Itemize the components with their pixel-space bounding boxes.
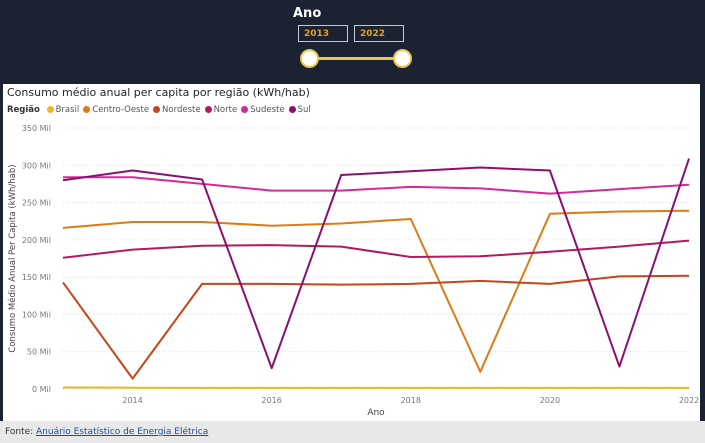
legend-marker-icon <box>204 106 212 113</box>
year-slider-track[interactable] <box>308 57 402 60</box>
x-tick-label: 2014 <box>122 396 142 405</box>
legend-label: Centro-Oeste <box>92 105 150 115</box>
legend-item-norte[interactable]: Norte <box>204 105 238 115</box>
y-tick-label: 0 Mil <box>32 385 51 394</box>
x-tick-label: 2020 <box>540 396 560 405</box>
legend-item-nordeste[interactable]: Nordeste <box>153 105 201 115</box>
slider-handle-end[interactable] <box>393 49 412 68</box>
series-line-sul <box>62 158 690 370</box>
legend-marker-icon <box>46 106 54 113</box>
y-tick-label: 200 Mil <box>22 236 51 245</box>
legend-marker-icon <box>241 106 249 113</box>
legend-title: Região <box>7 105 40 115</box>
slider-handle-start[interactable] <box>300 49 319 68</box>
legend-label: Sudeste <box>250 105 285 115</box>
footer-label: Fonte: <box>5 427 34 437</box>
x-tick-label: 2016 <box>261 396 281 405</box>
chart-legend: Região Brasil Centro-Oeste Nordeste Norte Su… <box>7 105 315 115</box>
x-tick-label: 2022 <box>679 396 699 405</box>
footer: Fonte: Anuário Estatístico de Energia El… <box>0 421 705 443</box>
legend-item-brasil[interactable]: Brasil <box>46 105 80 115</box>
legend-item-centro-oeste[interactable]: Centro-Oeste <box>83 105 149 115</box>
series-line-centro-oeste <box>62 209 690 373</box>
y-axis-label: Consumo Médio Anual Per Capita (kWh/hab) <box>7 164 18 352</box>
series-line-nordeste <box>62 274 690 380</box>
y-tick-label: 250 Mil <box>22 199 51 208</box>
x-axis-label: Ano <box>367 408 385 418</box>
end-year-input[interactable]: 2022 <box>354 25 404 42</box>
series-line-norte <box>62 239 690 259</box>
slicer-title: Ano <box>293 6 322 21</box>
legend-marker-icon <box>288 106 296 113</box>
legend-label: Norte <box>213 105 238 115</box>
y-tick-label: 100 Mil <box>22 310 51 319</box>
start-year-input[interactable]: 2013 <box>298 25 348 42</box>
y-tick-label: 50 Mil <box>27 348 51 357</box>
legend-label: Brasil <box>55 105 80 115</box>
x-tick-label: 2018 <box>401 396 421 405</box>
y-tick-label: 350 Mil <box>22 124 51 133</box>
legend-item-sudeste[interactable]: Sudeste <box>241 105 285 115</box>
legend-item-sul[interactable]: Sul <box>288 105 311 115</box>
chart-panel: Consumo médio anual per capita por regiã… <box>3 84 700 421</box>
source-link[interactable]: Anuário Estatístico de Energia Elétrica <box>36 427 209 437</box>
legend-marker-icon <box>153 106 161 113</box>
chart-title: Consumo médio anual per capita por regiã… <box>7 86 310 99</box>
legend-label: Nordeste <box>162 105 201 115</box>
y-tick-label: 300 Mil <box>22 161 51 170</box>
series-line-sudeste <box>63 176 690 195</box>
legend-marker-icon <box>83 106 91 113</box>
y-tick-label: 150 Mil <box>22 273 51 282</box>
legend-label: Sul <box>297 105 311 115</box>
line-chart: 0 Mil 50 Mil 100 Mil 150 Mil 200 Mil 250 Mil 3… <box>7 124 699 418</box>
